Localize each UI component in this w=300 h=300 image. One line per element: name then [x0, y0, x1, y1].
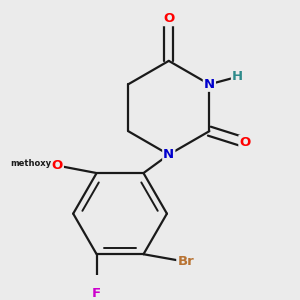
Text: N: N [163, 148, 174, 161]
Text: Br: Br [177, 255, 194, 268]
Text: O: O [239, 136, 250, 149]
Text: methoxy: methoxy [11, 159, 52, 168]
Text: O: O [163, 12, 174, 25]
Text: O: O [52, 159, 63, 172]
Text: N: N [204, 78, 215, 91]
Text: F: F [92, 287, 101, 300]
Text: H: H [232, 70, 243, 83]
